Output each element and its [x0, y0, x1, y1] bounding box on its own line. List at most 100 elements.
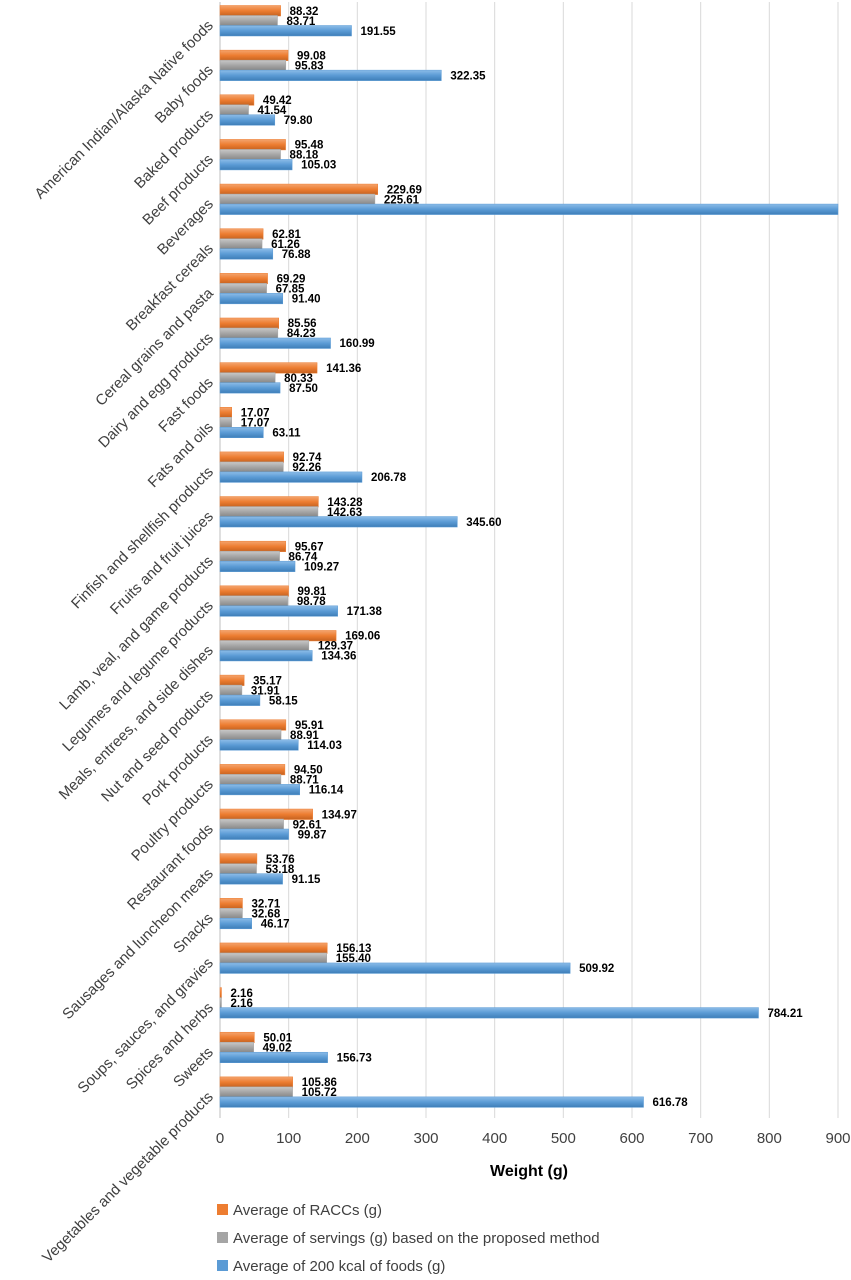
bar [219, 1086, 293, 1098]
x-axis-title: Weight (g) [490, 1163, 568, 1180]
bar [219, 808, 313, 820]
data-label: 206.78 [371, 472, 407, 484]
bar [219, 863, 257, 875]
data-label: 88.32 [290, 6, 319, 18]
data-label: 61.26 [271, 239, 300, 251]
bar [219, 684, 243, 696]
data-label: 88.71 [290, 775, 319, 787]
data-label: 63.11 [272, 428, 301, 440]
x-tick-label: 400 [482, 1130, 507, 1147]
data-label: 142.63 [327, 507, 362, 519]
bar [219, 952, 327, 964]
bar [219, 630, 337, 642]
bar [219, 461, 284, 473]
data-label: 76.88 [282, 249, 311, 261]
data-label: 156.13 [336, 943, 371, 955]
bar [219, 828, 289, 840]
data-label: 69.29 [277, 274, 306, 286]
bar [219, 69, 442, 81]
data-label: 94.50 [294, 765, 323, 777]
bars [219, 5, 839, 1108]
bar [219, 114, 276, 126]
bar [219, 650, 313, 662]
data-label: 141.36 [326, 363, 361, 375]
legend-item: Average of RACCs (g) [217, 1202, 382, 1219]
data-label: 225.61 [384, 194, 420, 206]
data-label: 105.86 [302, 1077, 337, 1089]
bar [219, 918, 252, 930]
x-tick-label: 800 [757, 1130, 782, 1147]
bar [219, 506, 319, 518]
bar [219, 327, 279, 339]
data-label: 58.15 [269, 695, 298, 707]
bar [219, 228, 264, 240]
data-label: 67.85 [276, 284, 305, 296]
data-labels: 88.32 99.08 49.42 95.48 229.69 62.81 69.29 85.5… [230, 6, 803, 1109]
data-label: 35.17 [253, 675, 282, 687]
legend-label: Average of servings (g) based on the pro… [233, 1230, 600, 1247]
data-label: 62.81 [272, 229, 301, 241]
x-tick-label: 900 [825, 1130, 850, 1147]
data-label: 50.01 [263, 1032, 292, 1044]
data-label: 95.91 [295, 720, 324, 732]
data-label: 99.81 [298, 586, 327, 598]
data-label: 99.87 [298, 829, 327, 841]
bar [219, 471, 363, 483]
bar [219, 516, 458, 528]
bar [219, 362, 318, 374]
data-label: 91.40 [292, 294, 321, 306]
data-label: 98.78 [297, 596, 326, 608]
bar [219, 293, 284, 305]
bar [219, 407, 232, 419]
category-label: Baked products [131, 106, 217, 192]
data-label: 31.91 [251, 685, 280, 697]
bar [219, 25, 352, 37]
bar [219, 283, 267, 295]
data-label: 95.48 [295, 140, 324, 152]
bar [219, 739, 299, 751]
legend-label: Average of 200 kcal of foods (g) [233, 1258, 445, 1275]
x-tick-label: 700 [688, 1130, 713, 1147]
legend-label: Average of RACCs (g) [233, 1202, 382, 1219]
category-label: Poultry products [128, 776, 217, 865]
data-label: 784.21 [767, 1008, 803, 1020]
bar [219, 719, 287, 731]
data-label: 53.18 [266, 864, 295, 876]
bar [219, 873, 283, 885]
bar [219, 496, 319, 508]
bar [219, 784, 300, 796]
legend-swatch [217, 1232, 228, 1243]
data-label: 92.74 [293, 452, 322, 464]
data-label: 109.27 [304, 561, 339, 573]
data-label: 95.67 [295, 541, 324, 553]
bar [219, 238, 263, 250]
category-label: Vegetables and vegetable products [39, 1088, 217, 1266]
category-labels: American Indian/Alaska Native foodsBaby … [31, 17, 217, 1266]
data-label: 99.08 [297, 50, 326, 62]
bar [219, 962, 571, 974]
data-label: 134.36 [321, 651, 356, 663]
data-label: 156.73 [337, 1052, 372, 1064]
bar [219, 248, 274, 260]
data-label: 91.15 [292, 874, 321, 886]
bar [219, 1031, 255, 1043]
bar [219, 774, 282, 786]
bar [219, 640, 310, 652]
bar [219, 104, 249, 116]
bar [219, 605, 338, 617]
data-label: 17.07 [241, 418, 270, 430]
bar [219, 540, 286, 552]
bar [219, 1041, 254, 1053]
bar [219, 139, 286, 151]
data-label: 509.92 [579, 963, 614, 975]
bar [219, 337, 331, 349]
bar [219, 59, 287, 71]
data-label: 86.74 [289, 551, 318, 563]
bar [219, 94, 255, 106]
bar [219, 987, 222, 999]
bar [219, 764, 286, 776]
bar [219, 694, 261, 706]
x-tick-label: 200 [345, 1130, 370, 1147]
bar [219, 674, 245, 686]
